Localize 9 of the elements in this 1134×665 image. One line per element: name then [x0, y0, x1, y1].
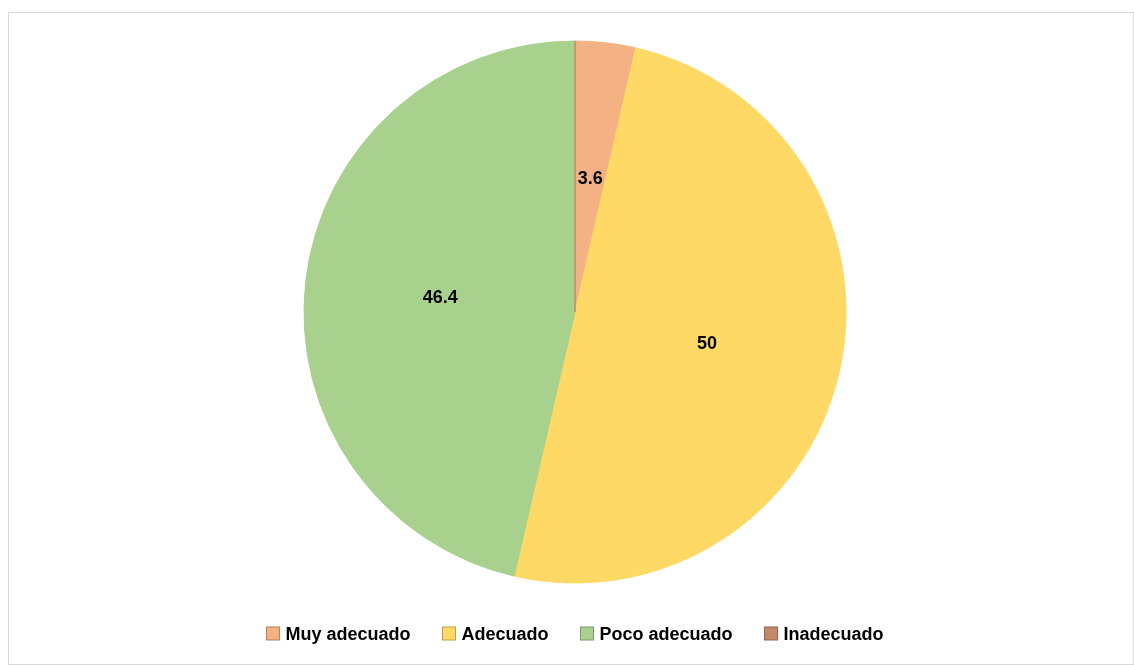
data-label: 46.4	[422, 287, 458, 308]
legend-label: Inadecuado	[783, 624, 884, 645]
legend-label: Poco adecuado	[599, 624, 733, 645]
pie-slice	[303, 40, 576, 577]
pie-slice	[513, 47, 847, 584]
data-label: 3.6	[577, 167, 603, 188]
legend-label: Muy adecuado	[285, 624, 411, 645]
data-label: 50	[697, 332, 718, 353]
legend-label: Adecuado	[461, 624, 549, 645]
